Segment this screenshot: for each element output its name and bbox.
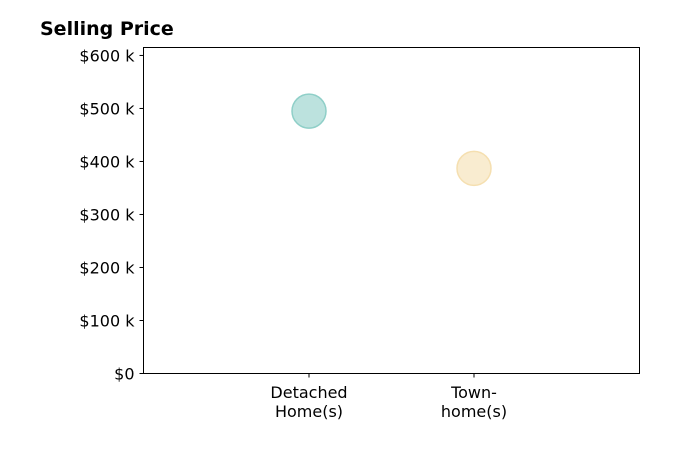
x-axis: Detached Home(s) Town-home(s)	[270, 373, 507, 421]
x-tick-label: Detached Home(s)	[270, 383, 347, 421]
x-tick-label: Town-home(s)	[441, 383, 507, 421]
y-tick-label: $300 k	[79, 205, 135, 224]
data-point	[291, 93, 327, 129]
chart-title: Selling Price	[40, 18, 174, 40]
y-tick-label: $100 k	[79, 311, 135, 330]
y-axis: $0 $100 k $200 k $300 k $400 k $500 k $600 k	[79, 46, 144, 384]
plot-frame	[143, 47, 640, 374]
y-tick-label: $400 k	[79, 152, 135, 171]
data-point	[456, 150, 492, 187]
y-tick-label: $200 k	[79, 258, 135, 277]
y-tick-label: $600 k	[79, 46, 135, 65]
points-layer	[291, 93, 492, 187]
y-tick-label: $0	[114, 365, 134, 384]
y-tick-label: $500 k	[79, 99, 135, 118]
